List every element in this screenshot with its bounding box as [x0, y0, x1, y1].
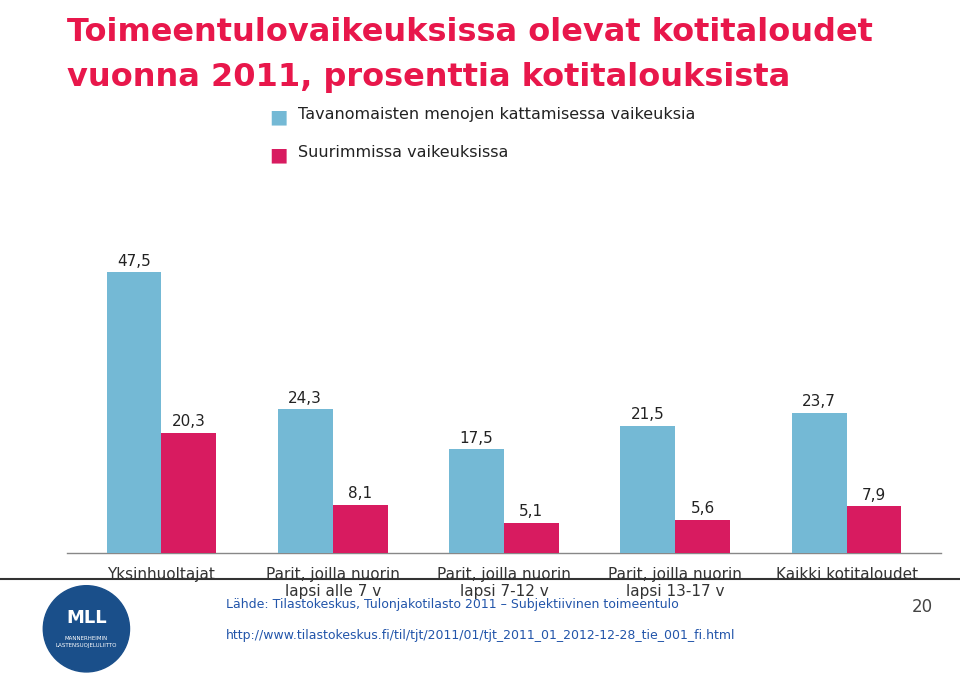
Bar [620, 426, 675, 553]
Text: 23,7: 23,7 [803, 395, 836, 409]
Text: 20: 20 [912, 598, 933, 616]
Bar [449, 449, 504, 553]
Text: 7,9: 7,9 [862, 488, 886, 502]
Text: 24,3: 24,3 [288, 391, 323, 406]
Text: Tavanomaisten menojen kattamisessa vaikeuksia: Tavanomaisten menojen kattamisessa vaike… [298, 107, 695, 122]
Bar [504, 522, 559, 553]
Bar [847, 506, 901, 553]
Bar [333, 505, 388, 553]
Text: 20,3: 20,3 [172, 415, 205, 429]
Text: ■: ■ [269, 107, 287, 126]
Text: vuonna 2011, prosenttia kotitalouksista: vuonna 2011, prosenttia kotitalouksista [67, 62, 790, 93]
Bar [107, 272, 161, 553]
Text: 5,1: 5,1 [519, 504, 543, 519]
Bar [675, 520, 731, 553]
Text: 5,6: 5,6 [690, 501, 715, 516]
Text: Lähde: Tilastokeskus, Tulonjakotilasto 2011 – Subjektiivinen toimeentulo: Lähde: Tilastokeskus, Tulonjakotilasto 2… [226, 598, 679, 611]
Text: MLL: MLL [66, 609, 107, 627]
Circle shape [43, 586, 130, 672]
Text: Toimeentulovaikeuksissa olevat kotitaloudet: Toimeentulovaikeuksissa olevat kotitalou… [67, 17, 873, 48]
Bar [792, 413, 847, 553]
Text: 8,1: 8,1 [348, 486, 372, 502]
Bar [161, 433, 216, 553]
Text: 21,5: 21,5 [631, 407, 664, 422]
Text: http://www.tilastokeskus.fi/til/tjt/2011/01/tjt_2011_01_2012-12-28_tie_001_fi.ht: http://www.tilastokeskus.fi/til/tjt/2011… [226, 629, 735, 642]
Text: MANNERHEIMIN
LASTENSUOJELULIITTO: MANNERHEIMIN LASTENSUOJELULIITTO [56, 636, 117, 648]
Text: ■: ■ [269, 145, 287, 164]
Bar [277, 409, 333, 553]
Text: 17,5: 17,5 [460, 431, 493, 446]
Text: Suurimmissa vaikeuksissa: Suurimmissa vaikeuksissa [298, 145, 508, 160]
Text: 47,5: 47,5 [117, 254, 151, 269]
